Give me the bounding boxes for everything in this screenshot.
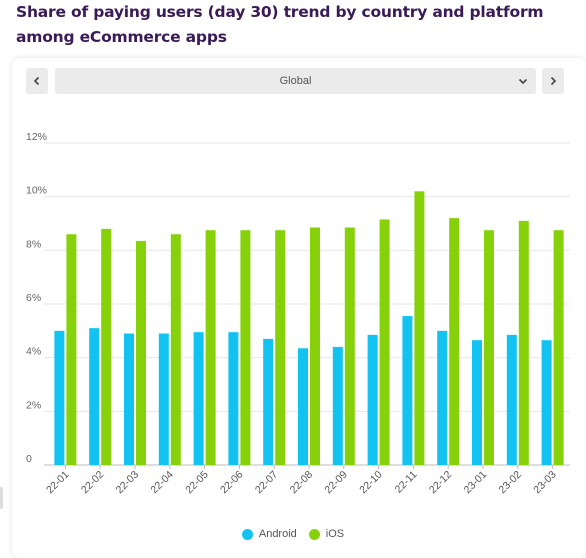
x-tick-label: 22-06 bbox=[218, 469, 246, 497]
next-button[interactable] bbox=[542, 68, 564, 94]
x-tick-label: 22-01 bbox=[44, 469, 72, 497]
x-tick-label: 22-09 bbox=[322, 469, 350, 497]
bar-android-22-06 bbox=[228, 332, 239, 465]
previous-button[interactable] bbox=[26, 68, 48, 94]
x-tick-label: 22-02 bbox=[79, 469, 107, 497]
y-tick-label: 12% bbox=[26, 131, 47, 143]
bar-ios-22-12 bbox=[449, 218, 460, 465]
legend-item-android[interactable]: Android bbox=[241, 528, 297, 540]
chevron-down-icon bbox=[518, 78, 528, 85]
bar-android-22-01 bbox=[54, 330, 65, 465]
y-tick-label: 4% bbox=[26, 346, 41, 358]
region-select[interactable]: Global bbox=[55, 68, 536, 94]
legend-label-android: Android bbox=[258, 528, 297, 540]
bar-android-22-03 bbox=[124, 333, 134, 465]
bar-ios-22-10 bbox=[379, 219, 390, 465]
bar-android-22-09 bbox=[332, 346, 343, 465]
bar-android-23-03 bbox=[541, 340, 552, 465]
legend-label-ios: iOS bbox=[325, 528, 345, 540]
bar-ios-22-02 bbox=[101, 228, 112, 465]
bar-ios-22-07 bbox=[275, 230, 286, 465]
x-tick-label: 22-05 bbox=[183, 469, 211, 497]
bar-ios-23-01 bbox=[484, 230, 494, 465]
chevron-right-icon bbox=[550, 76, 557, 86]
bar-android-22-05 bbox=[193, 332, 204, 465]
x-tick-label: 22-10 bbox=[357, 469, 385, 497]
ios-swatch bbox=[308, 528, 320, 540]
y-tick-label: 0 bbox=[26, 453, 32, 465]
chevron-left-icon bbox=[33, 76, 40, 86]
x-tick-label: 22-12 bbox=[427, 469, 455, 497]
bar-ios-22-06 bbox=[240, 230, 251, 465]
bar-android-22-04 bbox=[158, 333, 169, 465]
bar-ios-23-02 bbox=[518, 220, 529, 465]
bar-ios-22-09 bbox=[344, 227, 355, 465]
bar-ios-22-03 bbox=[136, 240, 146, 465]
bar-android-23-01 bbox=[472, 340, 482, 465]
x-tick-label: 23-03 bbox=[531, 469, 559, 497]
x-tick-label: 22-08 bbox=[288, 469, 316, 497]
bar-ios-22-04 bbox=[170, 234, 181, 465]
bar-android-22-11 bbox=[402, 316, 413, 465]
chart-legend: Android iOS bbox=[0, 526, 586, 542]
chart-title: Share of paying users (day 30) trend by … bbox=[16, 3, 544, 46]
bar-android-22-07 bbox=[263, 338, 274, 465]
y-tick-label: 2% bbox=[26, 399, 41, 411]
legend-item-ios[interactable]: iOS bbox=[308, 528, 345, 540]
x-tick-label: 22-03 bbox=[114, 469, 142, 497]
bar-android-22-10 bbox=[367, 334, 378, 465]
y-tick-label: 10% bbox=[26, 185, 47, 197]
bar-android-23-02 bbox=[506, 334, 517, 465]
bar-ios-22-11 bbox=[414, 191, 425, 466]
bar-android-22-12 bbox=[437, 330, 448, 465]
x-tick-label: 22-04 bbox=[148, 469, 176, 497]
side-tab[interactable] bbox=[0, 487, 3, 509]
x-tick-label: 22-07 bbox=[253, 469, 281, 497]
bar-ios-22-08 bbox=[310, 227, 320, 465]
bar-ios-23-03 bbox=[553, 230, 564, 465]
y-tick-label: 6% bbox=[26, 292, 41, 304]
region-select-value: Global bbox=[279, 75, 312, 87]
y-tick-label: 8% bbox=[26, 238, 41, 250]
x-tick-label: 23-01 bbox=[462, 469, 490, 497]
x-tick-label: 22-11 bbox=[393, 469, 420, 496]
bar-ios-22-01 bbox=[66, 234, 77, 465]
android-swatch bbox=[241, 528, 253, 540]
bar-android-22-08 bbox=[298, 348, 308, 465]
bar-android-22-02 bbox=[89, 328, 100, 465]
bar-chart: 0 2% 4% 6% 8% 10% 12% 22-01 22-02 22-03 22-04 22-05… bbox=[26, 131, 570, 497]
x-tick-label: 23-02 bbox=[496, 469, 524, 497]
bar-ios-22-05 bbox=[205, 230, 216, 465]
